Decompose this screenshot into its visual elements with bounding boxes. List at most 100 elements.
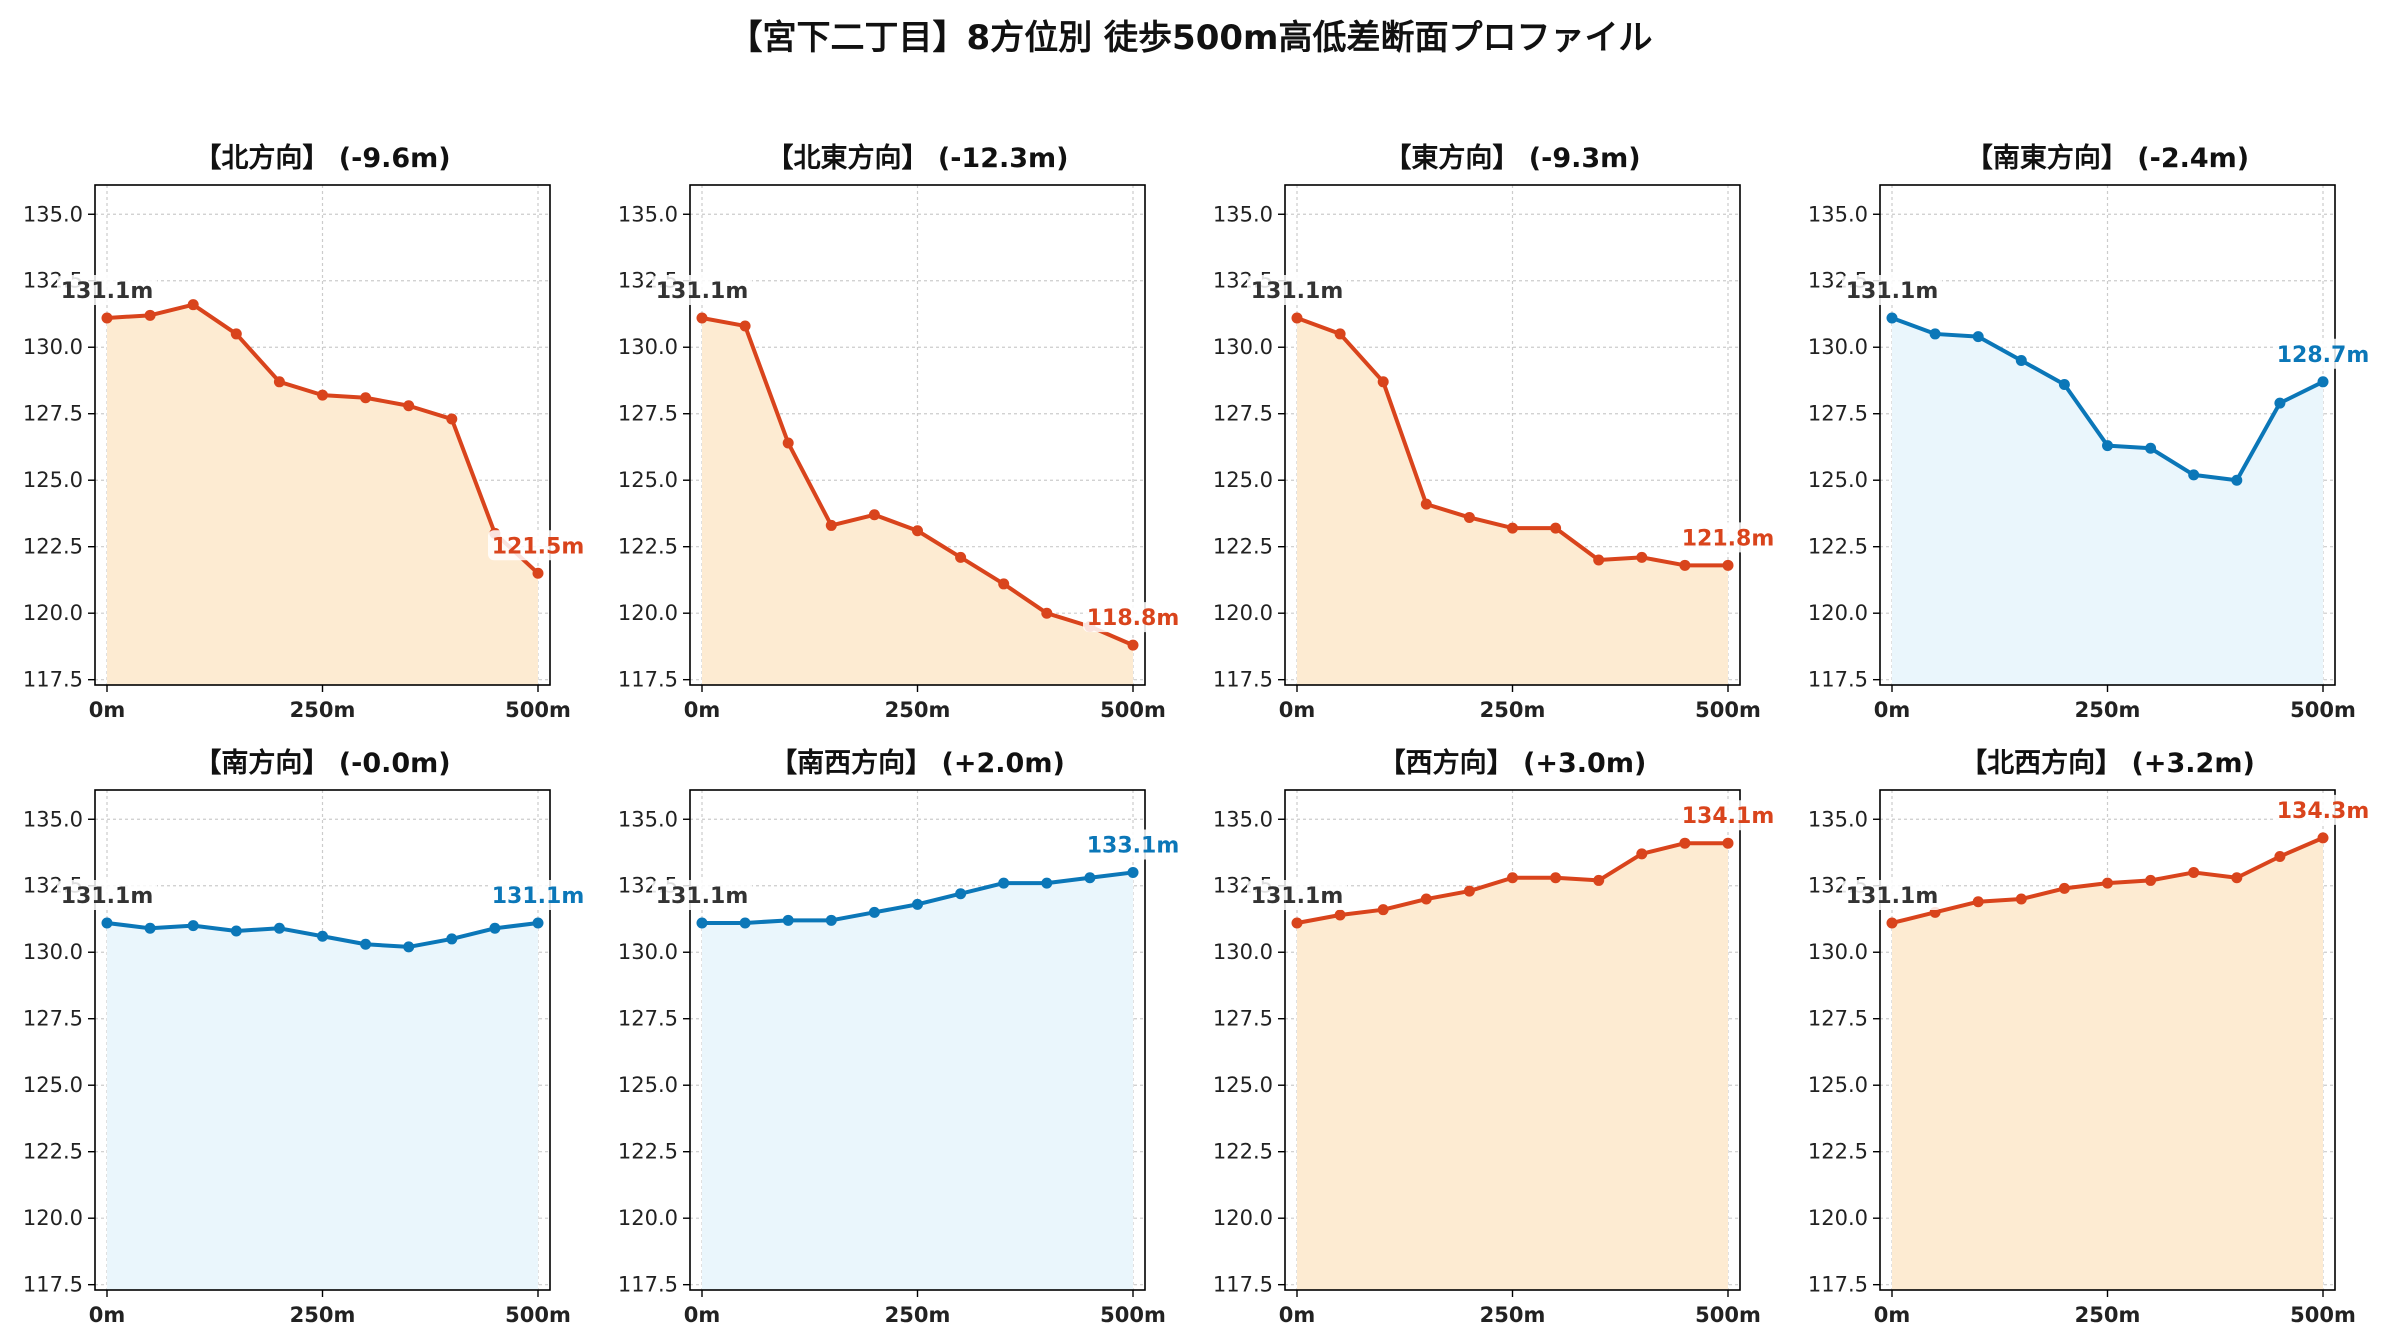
y-tick-label: 117.5 xyxy=(23,668,83,692)
x-tick-label: 250m xyxy=(885,698,951,722)
end-label: 133.1m xyxy=(1087,833,1180,858)
y-tick-label: 120.0 xyxy=(1808,1206,1868,1230)
y-tick-label: 120.0 xyxy=(23,1206,83,1230)
y-tick-label: 135.0 xyxy=(1213,202,1273,226)
data-point xyxy=(532,917,544,929)
x-tick-label: 250m xyxy=(885,1303,951,1327)
data-point xyxy=(1291,312,1303,324)
data-point xyxy=(2317,376,2329,388)
y-tick-label: 130.0 xyxy=(1808,940,1868,964)
y-tick-label: 127.5 xyxy=(1213,1007,1273,1031)
data-point xyxy=(1722,559,1734,571)
data-point xyxy=(1041,607,1053,619)
x-tick-label: 500m xyxy=(2290,698,2356,722)
data-point xyxy=(1722,837,1734,849)
y-tick-label: 130.0 xyxy=(1808,335,1868,359)
area-fill xyxy=(1892,317,2323,685)
end-label-bg xyxy=(488,530,588,561)
subplot-1: 【北方向】 (-9.6m)135.0132.5130.0127.5125.012… xyxy=(23,142,588,722)
y-tick-label: 127.5 xyxy=(618,1007,678,1031)
data-point xyxy=(1593,554,1605,566)
y-tick-label: 117.5 xyxy=(1213,668,1273,692)
y-tick-label: 120.0 xyxy=(23,601,83,625)
data-point xyxy=(1886,312,1898,324)
area-fill xyxy=(1297,317,1728,685)
subplot-title: 【西方向】 (+3.0m) xyxy=(1379,747,1647,779)
end-label: 121.8m xyxy=(1682,526,1775,551)
x-tick-label: 500m xyxy=(505,698,571,722)
area-fill xyxy=(1892,837,2323,1290)
x-tick-label: 0m xyxy=(89,698,126,722)
data-point xyxy=(144,309,156,321)
data-point xyxy=(532,567,544,579)
x-tick-label: 0m xyxy=(1279,1303,1316,1327)
end-label-bg xyxy=(1678,800,1778,831)
data-point xyxy=(1550,872,1562,884)
end-label-bg xyxy=(1678,522,1778,553)
end-label-bg xyxy=(1083,829,1183,860)
y-tick-label: 130.0 xyxy=(618,335,678,359)
y-tick-label: 117.5 xyxy=(23,1273,83,1297)
data-point xyxy=(1041,877,1053,889)
subplot-2: 【北東方向】 (-12.3m)135.0132.5130.0127.5125.0… xyxy=(618,142,1183,722)
x-tick-label: 500m xyxy=(505,1303,571,1327)
data-point xyxy=(998,877,1010,889)
area-fill xyxy=(107,922,538,1290)
subplot-title: 【南西方向】 (+2.0m) xyxy=(770,747,1065,779)
data-point xyxy=(1420,893,1432,905)
data-point xyxy=(2274,397,2286,409)
subplot-3: 【東方向】 (-9.3m)135.0132.5130.0127.5125.012… xyxy=(1213,142,1778,722)
start-label-bg xyxy=(1247,879,1347,910)
data-point xyxy=(230,328,242,340)
data-point xyxy=(101,917,113,929)
x-tick-label: 0m xyxy=(1874,698,1911,722)
end-label: 131.1m xyxy=(492,884,585,909)
data-point xyxy=(2317,832,2329,844)
x-tick-label: 500m xyxy=(1100,1303,1166,1327)
x-tick-label: 0m xyxy=(89,1303,126,1327)
end-label-bg xyxy=(488,879,588,910)
y-tick-label: 122.5 xyxy=(618,1140,678,1164)
y-tick-label: 135.0 xyxy=(1808,807,1868,831)
area-fill xyxy=(1297,843,1728,1290)
data-point xyxy=(1886,917,1898,929)
data-point xyxy=(868,906,880,918)
y-tick-label: 125.0 xyxy=(618,468,678,492)
data-point xyxy=(317,930,328,942)
start-label: 131.1m xyxy=(61,279,154,304)
y-tick-label: 120.0 xyxy=(618,1206,678,1230)
data-point xyxy=(144,922,156,934)
data-point xyxy=(912,898,923,910)
subplot-title: 【東方向】 (-9.3m) xyxy=(1384,142,1640,174)
x-tick-label: 0m xyxy=(684,698,721,722)
x-tick-label: 250m xyxy=(1480,1303,1546,1327)
start-label-bg xyxy=(57,274,157,305)
start-label-bg xyxy=(1247,274,1347,305)
y-tick-label: 122.5 xyxy=(23,1140,83,1164)
y-tick-label: 130.0 xyxy=(23,940,83,964)
y-tick-label: 135.0 xyxy=(618,202,678,226)
y-tick-label: 135.0 xyxy=(23,202,83,226)
y-tick-label: 135.0 xyxy=(23,807,83,831)
data-point xyxy=(739,917,751,929)
y-tick-label: 130.0 xyxy=(23,335,83,359)
y-tick-label: 127.5 xyxy=(618,402,678,426)
x-tick-label: 0m xyxy=(1279,698,1316,722)
subplot-title: 【南方向】 (-0.0m) xyxy=(194,747,450,779)
y-tick-label: 120.0 xyxy=(1213,1206,1273,1230)
x-tick-label: 0m xyxy=(1874,1303,1911,1327)
data-point xyxy=(101,312,113,324)
data-point xyxy=(273,922,285,934)
x-tick-label: 250m xyxy=(290,1303,356,1327)
data-point xyxy=(2188,469,2200,481)
y-tick-label: 127.5 xyxy=(1808,1007,1868,1031)
subplot-title: 【北西方向】 (+3.2m) xyxy=(1960,747,2255,779)
end-label-bg xyxy=(2273,338,2373,369)
data-point xyxy=(1507,522,1518,534)
y-tick-label: 122.5 xyxy=(618,535,678,559)
y-tick-label: 130.0 xyxy=(1213,335,1273,359)
y-tick-label: 125.0 xyxy=(23,1073,83,1097)
data-point xyxy=(782,437,794,449)
end-label-bg xyxy=(2273,794,2373,825)
